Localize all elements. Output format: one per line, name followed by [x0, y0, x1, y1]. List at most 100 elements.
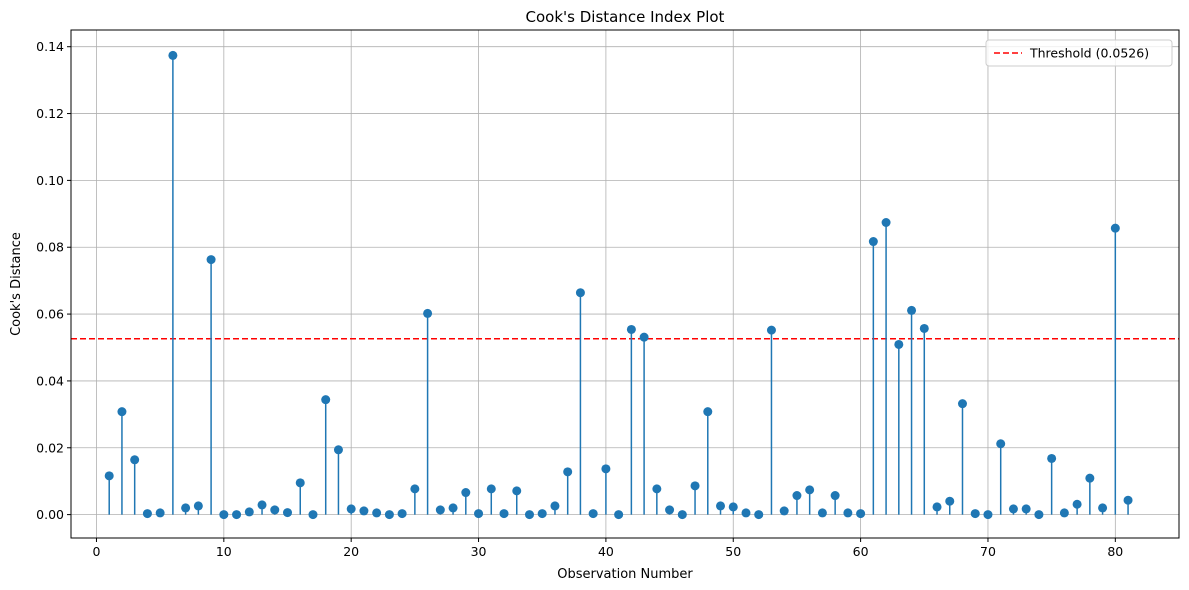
- stem-marker: [257, 500, 267, 510]
- stem-marker: [601, 464, 611, 474]
- stem-marker: [295, 478, 305, 488]
- stem-marker: [716, 501, 726, 511]
- stem-marker: [537, 509, 547, 519]
- stem-marker: [130, 455, 140, 465]
- stem-marker: [1110, 223, 1120, 233]
- stem-marker: [919, 323, 929, 333]
- stem-marker: [384, 510, 394, 520]
- x-tick-label: 30: [471, 544, 487, 559]
- stem-marker: [779, 506, 789, 516]
- stem-marker: [907, 305, 917, 315]
- stem-marker: [1085, 473, 1095, 483]
- y-tick-label: 0.04: [36, 373, 64, 388]
- y-tick-label: 0.14: [36, 39, 64, 54]
- stem-marker: [805, 485, 815, 495]
- y-tick-label: 0.00: [36, 507, 64, 522]
- stem-marker: [104, 471, 114, 481]
- x-axis-ticks: 0 10 20 30 40 50 60 70 80: [92, 538, 1123, 559]
- legend-box: [985, 39, 1173, 67]
- plot-frame: [70, 29, 1180, 539]
- stem-marker: [881, 218, 891, 228]
- stem-marker: [410, 484, 420, 494]
- x-tick-label: 50: [725, 544, 741, 559]
- stem-marker: [359, 506, 369, 516]
- stem-marker: [843, 508, 853, 518]
- stem-marker: [665, 505, 675, 515]
- stem-marker: [346, 504, 356, 514]
- stem-marker: [652, 484, 662, 494]
- stem-marker: [423, 308, 433, 318]
- stem-marker: [244, 507, 254, 517]
- stem-marker: [397, 509, 407, 519]
- stem-marker: [308, 510, 318, 520]
- stem-marker: [550, 501, 560, 511]
- legend: Threshold (0.0526): [985, 39, 1173, 67]
- stem-marker: [232, 510, 242, 520]
- y-tick-label: 0.02: [36, 440, 64, 455]
- x-tick-label: 40: [598, 544, 614, 559]
- stem-marker: [932, 502, 942, 512]
- stem-marker: [321, 395, 331, 405]
- stem-marker: [474, 509, 484, 519]
- stem-marker: [728, 502, 738, 512]
- stem-marker: [1034, 510, 1044, 520]
- stem-marker: [486, 484, 496, 494]
- stem-marker: [894, 339, 904, 349]
- y-tick-label: 0.10: [36, 173, 64, 188]
- stem-marker: [283, 508, 293, 518]
- markers-layer: [104, 50, 1133, 520]
- stem-marker: [333, 445, 343, 455]
- stem-marker: [830, 491, 840, 501]
- x-tick-label: 60: [853, 544, 869, 559]
- stem-marker: [588, 509, 598, 519]
- grid-layer: [71, 30, 1179, 538]
- stem-marker: [868, 237, 878, 247]
- legend-threshold-label: Threshold (0.0526): [1029, 46, 1149, 61]
- y-tick-label: 0.08: [36, 240, 64, 255]
- x-tick-label: 70: [980, 544, 996, 559]
- x-tick-label: 0: [92, 544, 100, 559]
- stem-marker: [219, 510, 229, 520]
- x-axis-label: Observation Number: [557, 567, 693, 582]
- stems-layer: [108, 55, 1129, 515]
- stem-marker: [983, 510, 993, 520]
- stem-marker: [270, 505, 280, 515]
- stem-marker: [499, 509, 509, 519]
- stem-marker: [626, 324, 636, 334]
- stem-marker: [945, 496, 955, 506]
- stem-marker: [766, 325, 776, 335]
- stem-marker: [639, 332, 649, 342]
- stem-marker: [754, 510, 764, 520]
- chart-title: Cook's Distance Index Plot: [526, 8, 725, 26]
- stem-marker: [1021, 504, 1031, 514]
- stem-marker: [957, 399, 967, 409]
- x-tick-label: 80: [1107, 544, 1123, 559]
- stem-marker: [193, 501, 203, 511]
- stem-marker: [168, 50, 178, 60]
- stem-marker: [1059, 508, 1069, 518]
- stem-marker: [1123, 495, 1133, 505]
- stem-marker: [512, 486, 522, 496]
- stem-marker: [117, 407, 127, 417]
- stem-marker: [690, 481, 700, 491]
- x-tick-label: 20: [343, 544, 359, 559]
- stem-marker: [1072, 499, 1082, 509]
- stem-marker: [856, 509, 866, 519]
- stem-marker: [677, 510, 687, 520]
- stem-marker: [563, 467, 573, 477]
- stem-marker: [614, 510, 624, 520]
- x-tick-label: 10: [216, 544, 232, 559]
- stem-marker: [741, 508, 751, 518]
- stem-marker: [1098, 503, 1108, 513]
- stem-marker: [970, 509, 980, 519]
- stem-marker: [448, 503, 458, 513]
- stem-marker: [575, 288, 585, 298]
- stem-marker: [703, 407, 713, 417]
- stem-marker: [181, 503, 191, 513]
- y-tick-label: 0.06: [36, 307, 64, 322]
- stem-marker: [817, 508, 827, 518]
- stem-marker: [1047, 453, 1057, 463]
- y-axis-ticks: 0.00 0.02 0.04 0.06 0.08 0.10 0.12 0.14: [36, 39, 71, 522]
- stem-marker: [372, 508, 382, 518]
